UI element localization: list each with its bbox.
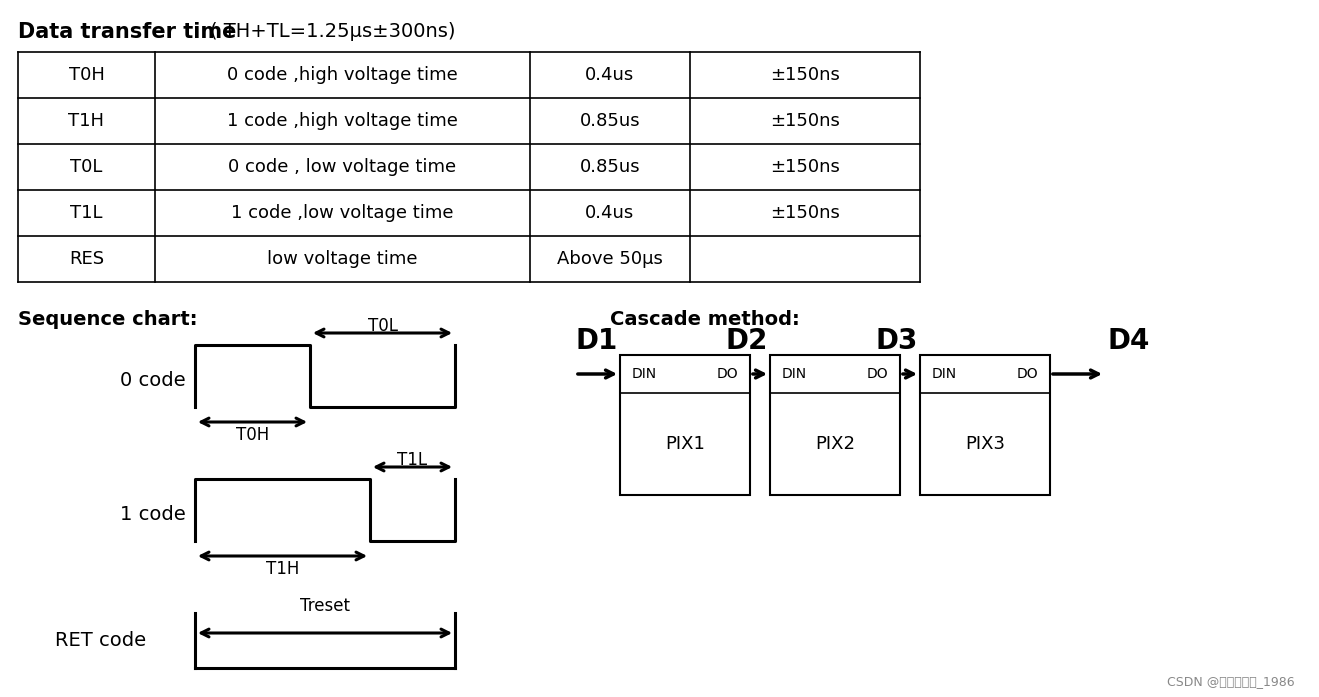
Text: T0H: T0H bbox=[236, 426, 269, 444]
Text: D4: D4 bbox=[1107, 327, 1149, 355]
Text: 1 code: 1 code bbox=[120, 505, 186, 525]
Bar bbox=[620, 355, 751, 495]
Text: Sequence chart:: Sequence chart: bbox=[18, 310, 198, 329]
Text: DO: DO bbox=[867, 367, 888, 381]
Text: DO: DO bbox=[1017, 367, 1038, 381]
Bar bbox=[770, 355, 900, 495]
Text: 0.4us: 0.4us bbox=[586, 66, 634, 84]
Text: ( TH+TL=1.25μs±300ns): ( TH+TL=1.25μs±300ns) bbox=[210, 22, 455, 41]
Text: 0 code ,high voltage time: 0 code ,high voltage time bbox=[227, 66, 458, 84]
Text: DIN: DIN bbox=[782, 367, 807, 381]
Text: ±150ns: ±150ns bbox=[770, 112, 840, 130]
Bar bbox=[919, 355, 1050, 495]
Text: 0.4us: 0.4us bbox=[586, 204, 634, 222]
Text: T0L: T0L bbox=[368, 317, 397, 335]
Text: PIX2: PIX2 bbox=[815, 435, 855, 453]
Text: CSDN @奋斗的阿雅_1986: CSDN @奋斗的阿雅_1986 bbox=[1167, 675, 1295, 688]
Text: RES: RES bbox=[69, 250, 104, 268]
Text: 0 code: 0 code bbox=[120, 372, 186, 390]
Text: DO: DO bbox=[716, 367, 739, 381]
Text: D3: D3 bbox=[876, 327, 918, 355]
Text: T0L: T0L bbox=[70, 158, 103, 176]
Text: T1L: T1L bbox=[397, 451, 427, 469]
Text: T1H: T1H bbox=[266, 560, 299, 578]
Text: D2: D2 bbox=[725, 327, 768, 355]
Text: 1 code ,low voltage time: 1 code ,low voltage time bbox=[231, 204, 454, 222]
Text: Cascade method:: Cascade method: bbox=[609, 310, 799, 329]
Text: T1L: T1L bbox=[70, 204, 103, 222]
Text: Above 50μs: Above 50μs bbox=[557, 250, 663, 268]
Text: low voltage time: low voltage time bbox=[268, 250, 418, 268]
Text: ±150ns: ±150ns bbox=[770, 66, 840, 84]
Text: 0.85us: 0.85us bbox=[579, 112, 640, 130]
Text: RET code: RET code bbox=[55, 631, 146, 650]
Text: 1 code ,high voltage time: 1 code ,high voltage time bbox=[227, 112, 458, 130]
Text: T0H: T0H bbox=[69, 66, 104, 84]
Text: PIX3: PIX3 bbox=[966, 435, 1005, 453]
Text: DIN: DIN bbox=[632, 367, 657, 381]
Text: T1H: T1H bbox=[69, 112, 104, 130]
Text: 0.85us: 0.85us bbox=[579, 158, 640, 176]
Text: ±150ns: ±150ns bbox=[770, 158, 840, 176]
Text: Data transfer time: Data transfer time bbox=[18, 22, 236, 42]
Text: PIX1: PIX1 bbox=[665, 435, 704, 453]
Text: 0 code , low voltage time: 0 code , low voltage time bbox=[228, 158, 456, 176]
Text: Treset: Treset bbox=[299, 597, 350, 615]
Text: ±150ns: ±150ns bbox=[770, 204, 840, 222]
Text: DIN: DIN bbox=[933, 367, 958, 381]
Text: D1: D1 bbox=[576, 327, 619, 355]
